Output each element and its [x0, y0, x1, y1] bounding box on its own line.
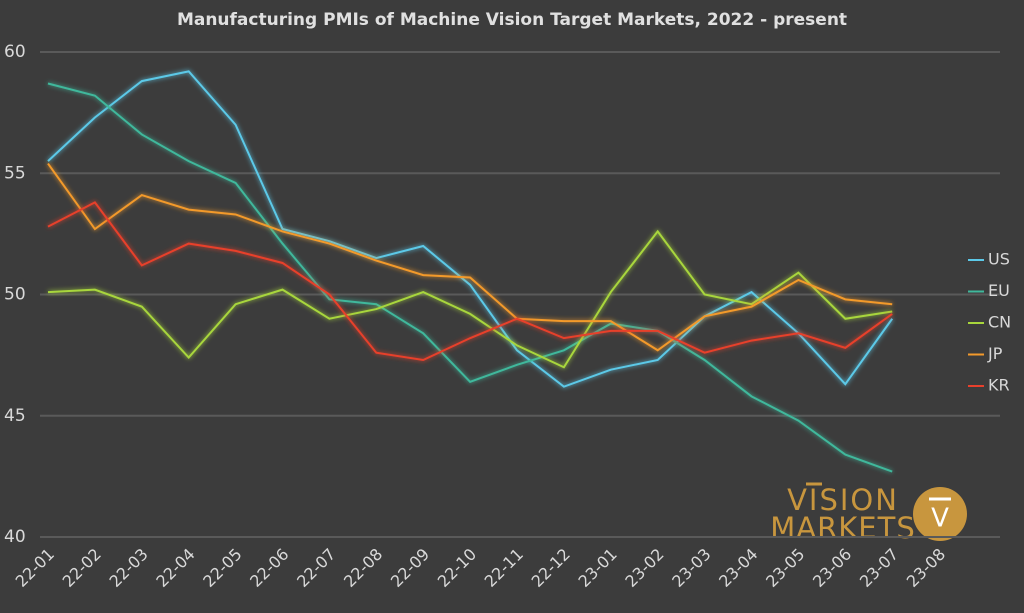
chart-title: Manufacturing PMIs of Machine Vision Tar… — [177, 10, 847, 30]
y-tick-label: 55 — [4, 163, 26, 183]
series-line — [47, 229, 893, 369]
logo: VISION MARKETS V — [770, 482, 967, 545]
logo-text: MARKETS — [770, 511, 915, 545]
series-line — [47, 201, 893, 362]
logo-icon-text: V — [931, 504, 949, 534]
series-line — [47, 162, 893, 352]
legend-label: JP — [987, 344, 1003, 363]
y-tick-label: 45 — [4, 406, 26, 426]
y-tick-label: 60 — [4, 42, 26, 62]
y-tick-label: 40 — [4, 527, 26, 547]
legend-label: US — [988, 250, 1010, 269]
series-line — [47, 82, 893, 473]
legend-label: CN — [988, 313, 1011, 332]
logo-text: VISION — [787, 483, 899, 517]
legend-label: KR — [988, 376, 1010, 395]
y-tick-label: 50 — [4, 285, 26, 305]
logo-icon — [913, 487, 967, 541]
series-line — [47, 70, 894, 388]
legend-label: EU — [988, 281, 1010, 300]
